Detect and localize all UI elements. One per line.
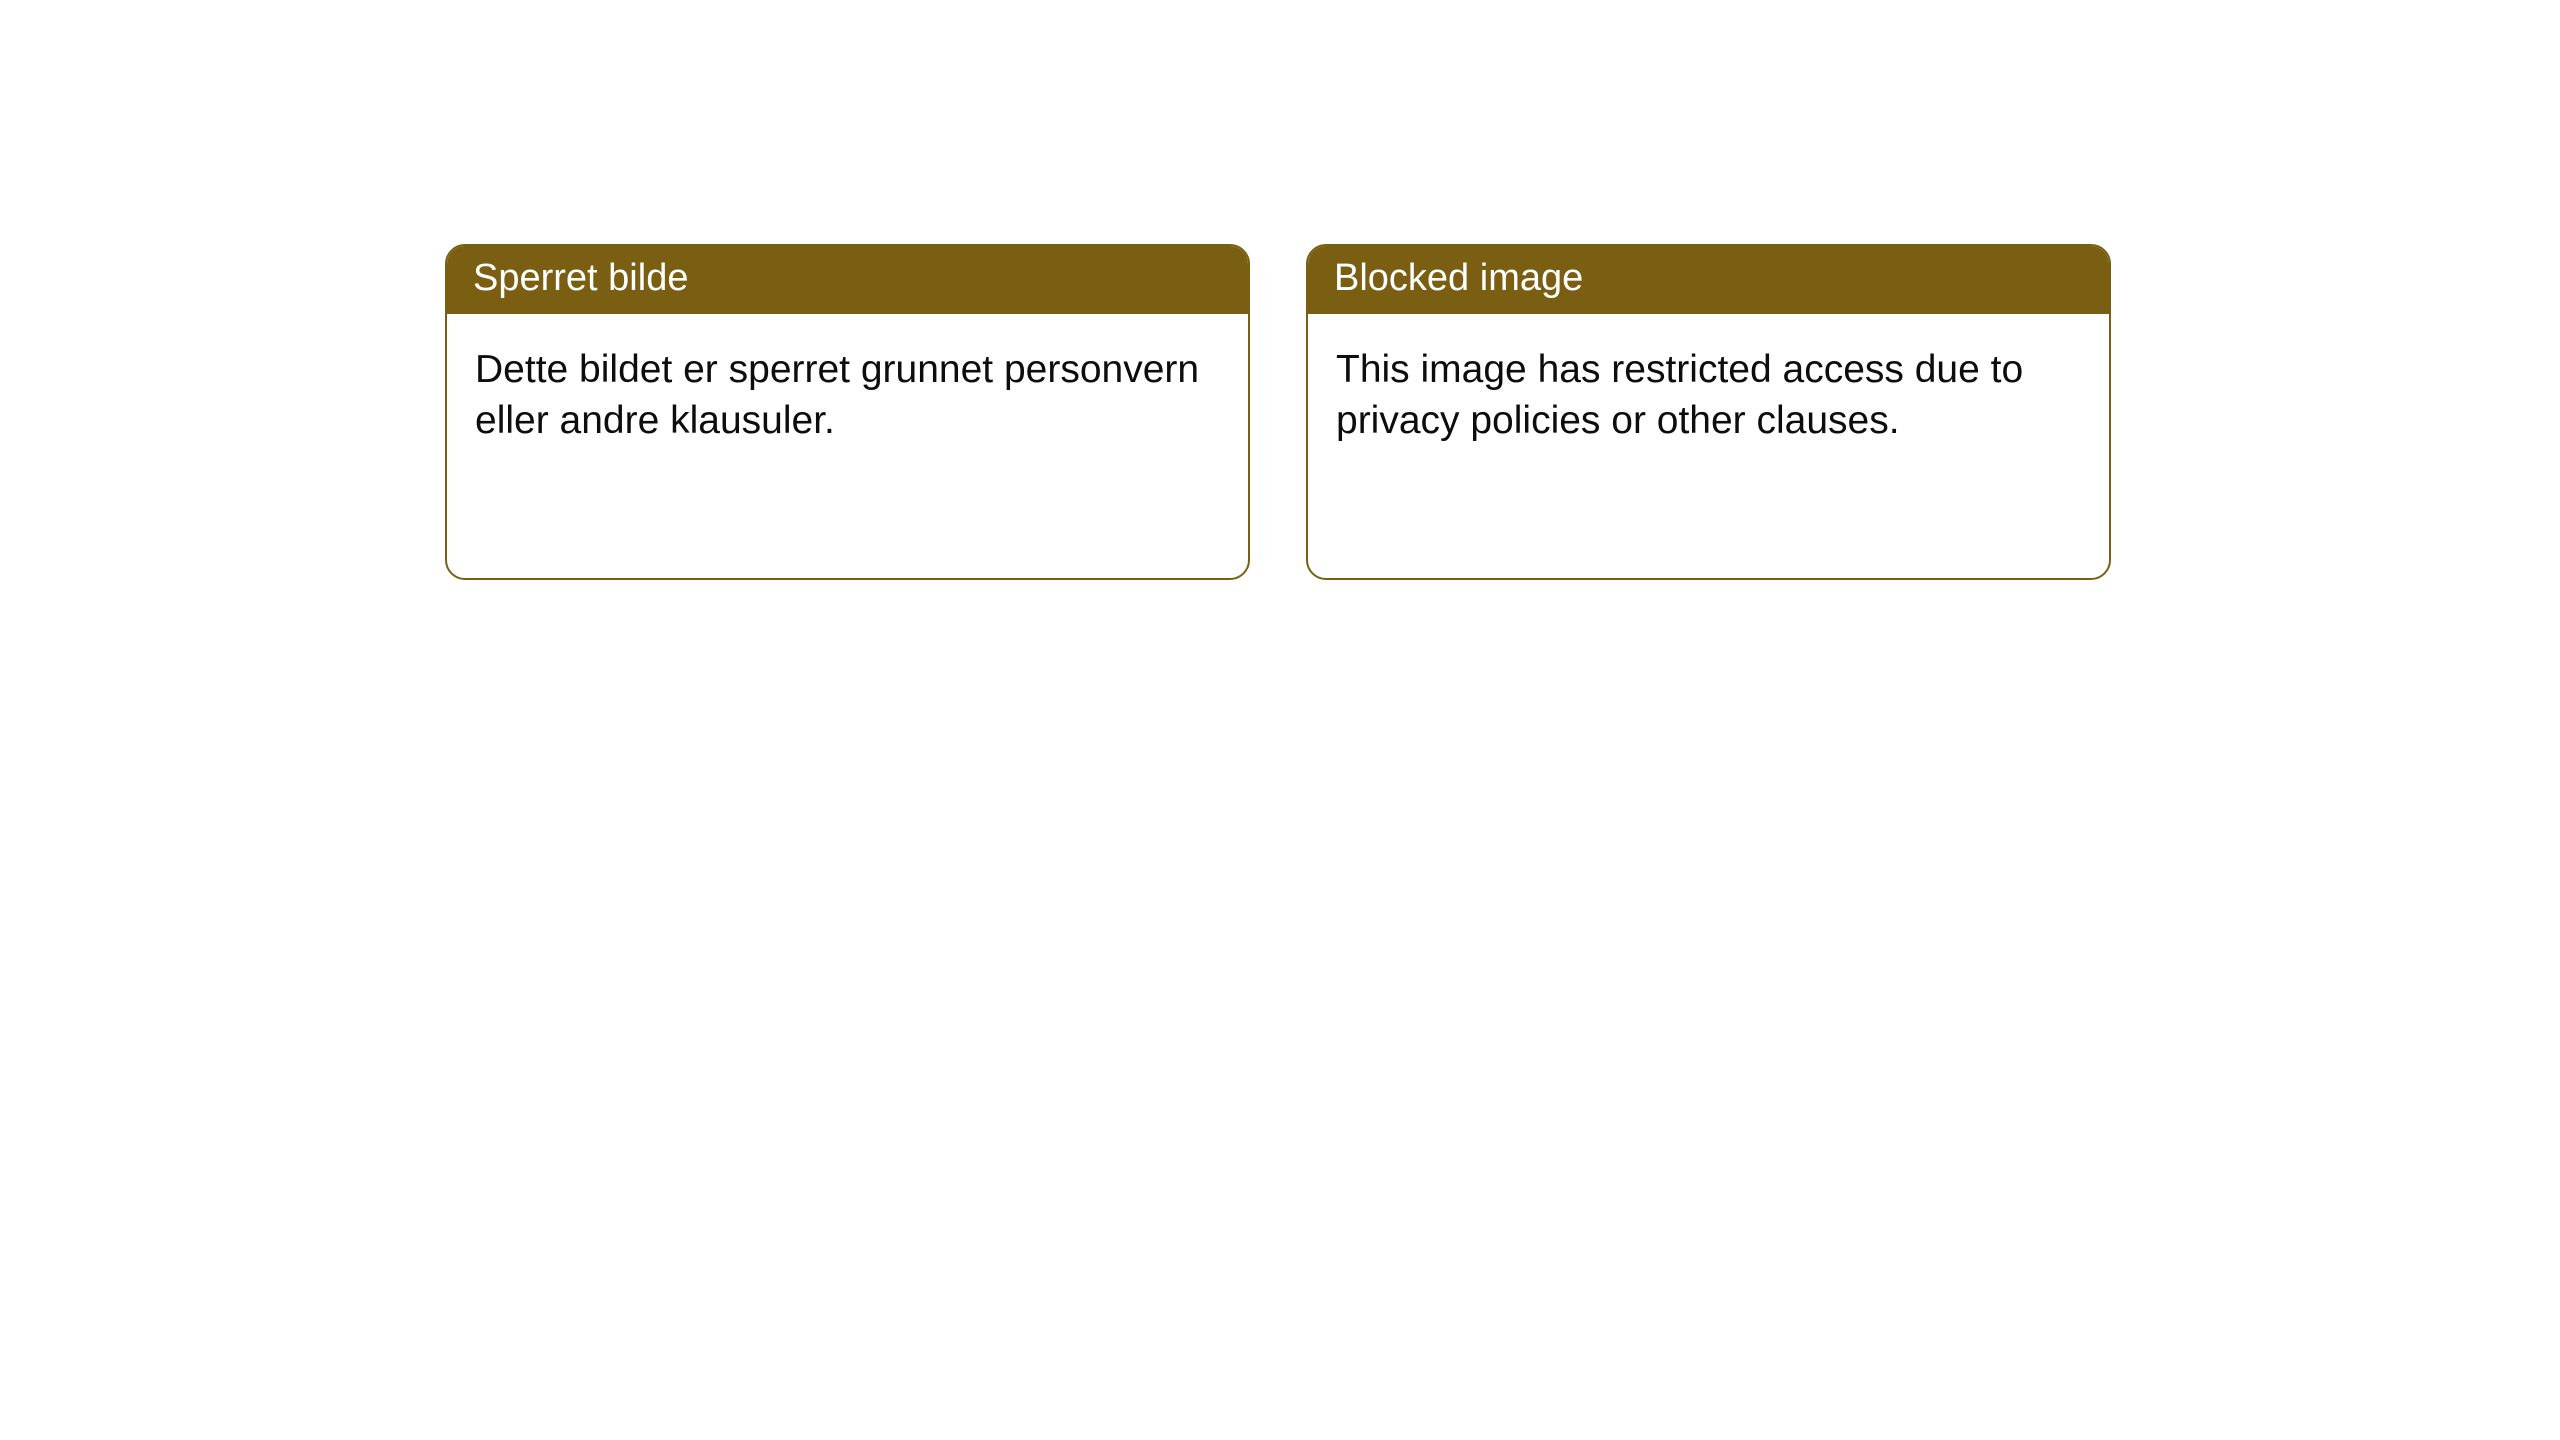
notice-title-en: Blocked image bbox=[1308, 246, 2109, 314]
notice-card-no: Sperret bilde Dette bildet er sperret gr… bbox=[445, 244, 1250, 580]
notice-title-no: Sperret bilde bbox=[447, 246, 1248, 314]
notice-container: Sperret bilde Dette bildet er sperret gr… bbox=[0, 0, 2560, 580]
notice-card-en: Blocked image This image has restricted … bbox=[1306, 244, 2111, 580]
notice-body-no: Dette bildet er sperret grunnet personve… bbox=[447, 314, 1248, 478]
notice-body-en: This image has restricted access due to … bbox=[1308, 314, 2109, 478]
